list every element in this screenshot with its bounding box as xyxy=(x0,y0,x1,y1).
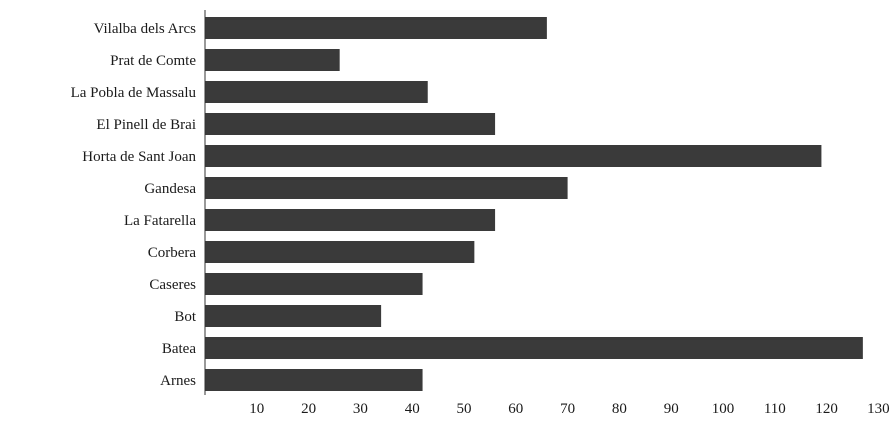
x-tick-label: 30 xyxy=(353,401,368,417)
x-tick-label: 70 xyxy=(560,401,575,417)
x-tick-label: 90 xyxy=(664,401,679,417)
bar-4 xyxy=(205,113,496,135)
bar-7 xyxy=(205,209,496,231)
category-label: Bot xyxy=(174,309,197,325)
bar-5 xyxy=(205,145,822,167)
bar-3 xyxy=(205,81,428,103)
x-tick-label: 80 xyxy=(612,401,627,417)
category-labels: Vilalba dels Arcs Prat de Comte La Pobla d… xyxy=(71,21,197,389)
bar-12 xyxy=(205,369,423,391)
category-label: Gandesa xyxy=(144,181,196,197)
category-label: Corbera xyxy=(148,245,197,261)
x-tick-label: 10 xyxy=(249,401,264,417)
bar-9 xyxy=(205,273,423,295)
x-tick-label: 100 xyxy=(712,401,735,417)
bar-2 xyxy=(205,49,340,71)
x-tick-label: 50 xyxy=(457,401,472,417)
bar-10 xyxy=(205,305,382,327)
category-label: Batea xyxy=(162,341,196,357)
x-tick-label: 110 xyxy=(764,401,786,417)
bar-1 xyxy=(205,17,547,39)
x-tick-label: 40 xyxy=(405,401,420,417)
bar-11 xyxy=(205,337,863,359)
category-label: La Pobla de Massalu xyxy=(71,85,197,101)
category-label: El Pinell de Brai xyxy=(96,117,196,133)
category-label: Prat de Comte xyxy=(110,53,196,69)
bar-6 xyxy=(205,177,568,199)
x-tick-label: 130 xyxy=(867,401,890,417)
category-label: Arnes xyxy=(160,373,196,389)
category-label: Horta de Sant Joan xyxy=(82,149,196,165)
x-tick-label: 120 xyxy=(815,401,838,417)
x-tick-label: 20 xyxy=(301,401,316,417)
x-tick-labels: 10 20 30 40 50 60 70 80 90 100 110 120 130 xyxy=(249,401,889,417)
category-label: La Fatarella xyxy=(124,213,196,229)
bar-8 xyxy=(205,241,475,263)
bars-group xyxy=(205,17,863,391)
category-label: Vilalba dels Arcs xyxy=(94,21,197,37)
category-label: Caseres xyxy=(149,277,196,293)
x-tick-label: 60 xyxy=(508,401,523,417)
